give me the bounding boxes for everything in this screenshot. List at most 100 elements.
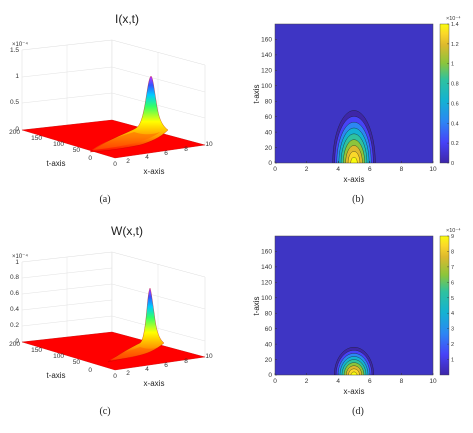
colorbar-tick-label: 7 [451, 265, 454, 271]
x-tick-label: 8 [400, 166, 404, 173]
chart-c-z-tick: 0.8 [10, 274, 19, 281]
y-tick-label: 100 [261, 83, 272, 90]
x-tick-label: 0 [273, 166, 277, 173]
chart-c-z-ticks: 0 0.2 0.4 0.6 0.8 1 [10, 259, 19, 345]
caption-a: (a) [99, 194, 110, 205]
chart-b-colorbar-exponent: ×10⁻⁴ [446, 15, 461, 22]
chart-c-z-tick: 0.2 [10, 322, 19, 329]
panel-c: W(x,t) ×10⁻⁴ 0 0.2 0.4 0.6 0.8 1 200 150 [9, 224, 213, 417]
y-tick-label: 60 [265, 326, 273, 333]
chart-a-x-tick: 8 [184, 146, 188, 153]
chart-c-t-tick: 150 [31, 347, 42, 354]
x-tick-label: 10 [429, 378, 437, 385]
chart-c-t-tick: 50 [73, 359, 81, 366]
y-tick-label: 140 [261, 264, 272, 271]
x-tick-label: 2 [305, 378, 309, 385]
y-tick-label: 140 [261, 52, 272, 59]
colorbar-tick-label: 1 [451, 358, 454, 364]
chart-c-x-tick: 10 [205, 353, 213, 360]
x-tick-label: 8 [400, 378, 404, 385]
colorbar-tick-label: 1 [451, 62, 454, 68]
chart-a-surface-base [92, 132, 160, 150]
x-tick-label: 10 [429, 166, 437, 173]
chart-c-floor [21, 331, 206, 371]
chart-c-ylabel: t-axis [46, 371, 65, 380]
chart-c-z-tick: 1 [15, 259, 19, 266]
chart-a-z-tick: 1.5 [10, 47, 19, 54]
chart-c-t-tick: 100 [53, 353, 64, 360]
y-tick-label: 60 [265, 114, 273, 121]
colorbar-tick-label: 1.4 [451, 22, 459, 28]
chart-b-colorbar [439, 23, 450, 164]
x-tick-label: 4 [336, 166, 340, 173]
chart-c-x-tick: 0 [113, 373, 117, 380]
chart-a-t-tick: 50 [73, 147, 81, 154]
chart-d-colorbar [439, 235, 450, 376]
chart-d-xlabel: x-axis [344, 387, 365, 396]
x-tick-label: 2 [305, 166, 309, 173]
chart-d-ylabel: t-axis [252, 296, 261, 315]
chart-a-x-tick: 4 [145, 154, 149, 161]
chart-c-z-exponent: ×10⁻⁴ [12, 253, 28, 260]
colorbar-tick-label: 2 [451, 342, 454, 348]
colorbar-tick-label: 0.6 [451, 101, 459, 107]
y-tick-label: 160 [261, 37, 272, 44]
chart-a-gridlines [21, 45, 206, 132]
colorbar-tick-label: 9 [451, 234, 454, 240]
y-tick-label: 120 [261, 68, 272, 75]
chart-a-ylabel: t-axis [46, 159, 65, 168]
chart-c-x-tick: 2 [126, 370, 130, 377]
panel-a: I(x,t) ×10⁻⁴ 0 0.5 1 1.5 200 150 100 50 [9, 12, 213, 205]
x-tick-label: 4 [336, 378, 340, 385]
chart-c-x-tick: 4 [145, 366, 149, 373]
y-tick-label: 80 [265, 310, 273, 317]
colorbar-tick-label: 0.2 [451, 141, 459, 147]
chart-c-z-tick: 0 [15, 338, 19, 345]
chart-c-z-tick: 0.6 [10, 290, 19, 297]
y-tick-label: 40 [265, 129, 273, 136]
colorbar-tick-label: 0.4 [451, 121, 459, 127]
chart-c-x-tick: 8 [184, 358, 188, 365]
y-tick-label: 120 [261, 280, 272, 287]
chart-a-z-exponent: ×10⁻⁴ [12, 41, 28, 48]
y-tick-label: 80 [265, 98, 273, 105]
chart-a-t-ticks: 200 150 100 50 0 [9, 129, 92, 162]
chart-a-surface-ridge [89, 75, 169, 153]
chart-a-title: I(x,t) [115, 12, 139, 26]
y-tick-label: 0 [268, 160, 272, 167]
chart-c-x-tick: 6 [164, 362, 168, 369]
chart-c-t-tick: 0 [88, 367, 92, 374]
chart-a-t-tick: 0 [88, 155, 92, 162]
contour-level [350, 371, 358, 375]
colorbar-tick-label: 8 [451, 249, 454, 255]
colorbar-tick-label: 3 [451, 327, 454, 333]
chart-a-xlabel: x-axis [144, 167, 165, 176]
y-tick-label: 0 [268, 372, 272, 379]
colorbar-tick-label: 5 [451, 296, 454, 302]
chart-d-colorbar-ticks: 1 2 3 4 5 6 7 8 9 [447, 234, 454, 364]
chart-c-x-ticks: 0 2 4 6 8 10 [113, 353, 213, 380]
chart-a-x-tick: 0 [113, 161, 117, 168]
y-tick-label: 20 [265, 357, 273, 364]
chart-a-t-tick: 200 [9, 129, 20, 136]
chart-b-ylabel: t-axis [252, 84, 261, 103]
y-tick-label: 100 [261, 295, 272, 302]
chart-c-t-ticks: 200 150 100 50 0 [9, 341, 92, 374]
chart-a-z-ticks: 0 0.5 1 1.5 [10, 47, 19, 133]
colorbar-tick-label: 6 [451, 280, 454, 286]
chart-a-t-tick: 100 [53, 141, 64, 148]
chart-a-z-tick: 0 [15, 126, 19, 133]
chart-d-colorbar-exponent: ×10⁻⁴ [446, 227, 461, 234]
chart-c-t-tick: 200 [9, 341, 20, 348]
chart-d-contours [334, 347, 374, 375]
x-tick-label: 6 [368, 378, 372, 385]
chart-a-x-tick: 10 [205, 141, 213, 148]
chart-a-t-tick: 150 [31, 135, 42, 142]
chart-b-contours [332, 110, 376, 163]
chart-a-x-ticks: 0 2 4 6 8 10 [113, 141, 213, 168]
y-tick-label: 40 [265, 341, 273, 348]
